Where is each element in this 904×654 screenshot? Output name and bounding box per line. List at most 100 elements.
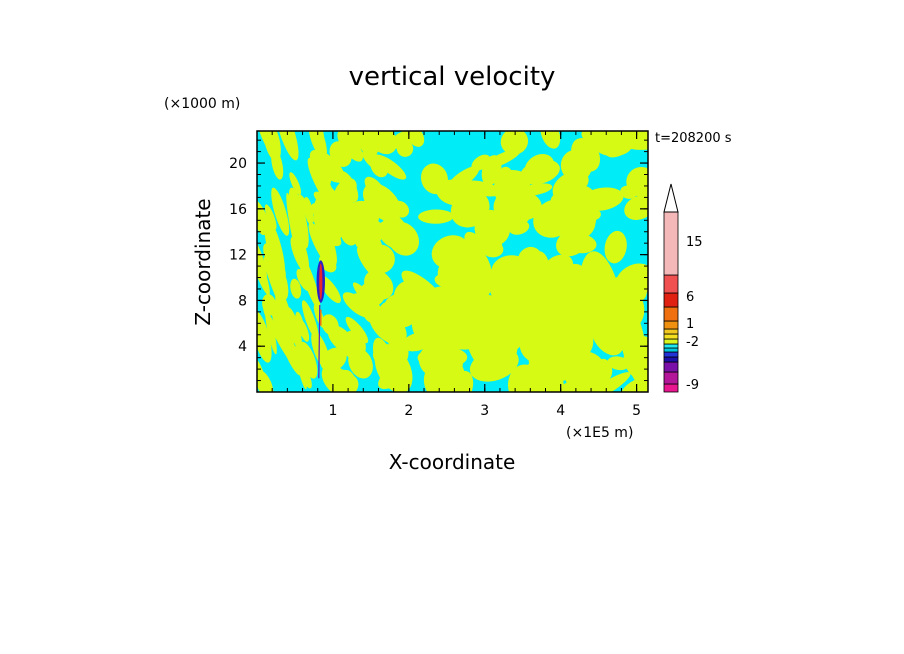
positive-velocity-patch [624, 195, 648, 220]
positive-velocity-patch [321, 364, 353, 392]
core-trail [318, 304, 321, 379]
positive-velocity-patch [595, 358, 613, 383]
colorbar-swatch [663, 343, 679, 349]
colorbar-swatch [663, 338, 679, 345]
positive-velocity-patch [298, 341, 318, 379]
positive-velocity-patch [401, 270, 444, 308]
positive-velocity-patch [367, 248, 384, 267]
colorbar-swatch [663, 351, 679, 358]
positive-velocity-patch [436, 179, 473, 206]
positive-velocity-patch [263, 308, 293, 363]
x-axis-label: X-coordinate [389, 450, 516, 474]
positive-velocity-patch [604, 131, 637, 158]
y-axis-label: Z-coordinate [191, 198, 215, 325]
x-tick-label: 3 [480, 403, 489, 419]
x-axis-ticks: 1 2 3 4 5 [271, 131, 641, 419]
positive-velocity-patch [288, 187, 309, 249]
positive-velocity-patch [341, 131, 362, 143]
positive-velocity-patch [383, 293, 418, 328]
positive-velocity-plume [451, 244, 493, 305]
positive-velocity-patch [295, 345, 307, 390]
colorbar-tick-label: -2 [686, 335, 699, 350]
positive-velocity-patch [290, 278, 302, 299]
positive-velocity-patch [402, 332, 434, 352]
positive-velocity-patch [391, 131, 413, 149]
colorbar-swatch [663, 211, 679, 276]
positive-velocity-patch [264, 218, 286, 279]
colorbar-swatch [663, 274, 679, 294]
colorbar-tick-label: 1 [686, 317, 694, 332]
colorbar: 15 6 1 -2 -9 [663, 183, 703, 393]
positive-velocity-patch [481, 155, 502, 186]
positive-velocity-patch [257, 310, 272, 363]
colorbar-swatch [663, 306, 679, 322]
positive-velocity-patch [520, 361, 560, 392]
positive-velocity-patch [387, 221, 420, 256]
positive-velocity-patch [500, 131, 529, 155]
time-label: t=208200 s [655, 131, 732, 146]
colorbar-swatch [663, 292, 679, 308]
positive-velocity-plume [465, 294, 519, 375]
y-axis-unit: (×1000 m) [164, 96, 240, 112]
colorbar-swatch [663, 361, 679, 373]
colorbar-swatch [663, 333, 679, 340]
positive-velocity-plume [619, 305, 646, 375]
positive-velocity-patch [362, 183, 402, 222]
y-axis-ticks: 4 8 12 16 20 [229, 139, 648, 382]
positive-velocity-patch [321, 314, 339, 336]
colorbar-swatch [663, 356, 679, 363]
positive-velocity-patch [556, 228, 589, 257]
colorbar-swatch [663, 320, 679, 330]
x-axis-unit: (×1E5 m) [566, 425, 633, 441]
positive-velocity-patch [374, 154, 407, 180]
positive-velocity-patch [257, 236, 268, 282]
y-tick-label: 12 [229, 248, 247, 264]
colorbar-swatch [663, 347, 679, 353]
positive-velocity-patch [345, 316, 369, 344]
positive-velocity-patch [481, 240, 504, 258]
positive-velocity-patch [271, 187, 290, 236]
x-tick-label: 5 [632, 403, 641, 419]
positive-velocity-patch [498, 190, 542, 221]
positive-velocity-patch [340, 221, 358, 246]
colorbar-swatch [663, 383, 679, 393]
positive-velocity-patch [298, 252, 321, 310]
x-tick-label: 2 [404, 403, 413, 419]
positive-velocity-patch [573, 369, 591, 386]
y-tick-label: 16 [229, 202, 247, 218]
positive-velocity-patch [342, 292, 372, 318]
positive-velocity-patch [585, 372, 631, 392]
colorbar-tick-label: 6 [686, 290, 694, 305]
positive-velocity-patch [309, 149, 345, 183]
positive-velocity-patch [557, 178, 580, 194]
positive-velocity-patch [592, 131, 612, 147]
positive-velocity-patch [481, 209, 499, 224]
plot-area [257, 131, 648, 392]
y-tick-label: 8 [238, 293, 247, 309]
positive-velocity-patch [627, 131, 648, 147]
positive-velocity-patch [580, 187, 624, 211]
positive-velocity-patch [571, 137, 601, 172]
positive-velocity-patch [264, 204, 277, 230]
x-tick-label: 1 [328, 403, 337, 419]
positive-velocity-patch [278, 324, 303, 376]
positive-velocity-patch [257, 370, 274, 392]
velocity-field [257, 131, 648, 392]
positive-velocity-patch [406, 131, 425, 147]
positive-velocity-patch [298, 319, 310, 342]
positive-velocity-patch [301, 300, 319, 340]
positive-velocity-plume [523, 269, 570, 359]
positive-velocity-patch [440, 355, 467, 392]
colorbar-tick-label: 15 [686, 235, 703, 250]
positive-velocity-plume [579, 251, 623, 351]
chart-title: vertical velocity [349, 62, 556, 92]
plot-frame [256, 130, 649, 393]
positive-velocity-patch [303, 197, 314, 225]
colorbar-extension-arrow [663, 183, 679, 213]
positive-velocity-patch [418, 209, 454, 224]
positive-velocity-patch [620, 185, 638, 199]
positive-velocity-patch [620, 375, 648, 392]
positive-velocity-patch [289, 172, 302, 195]
positive-velocity-patch [517, 183, 553, 197]
